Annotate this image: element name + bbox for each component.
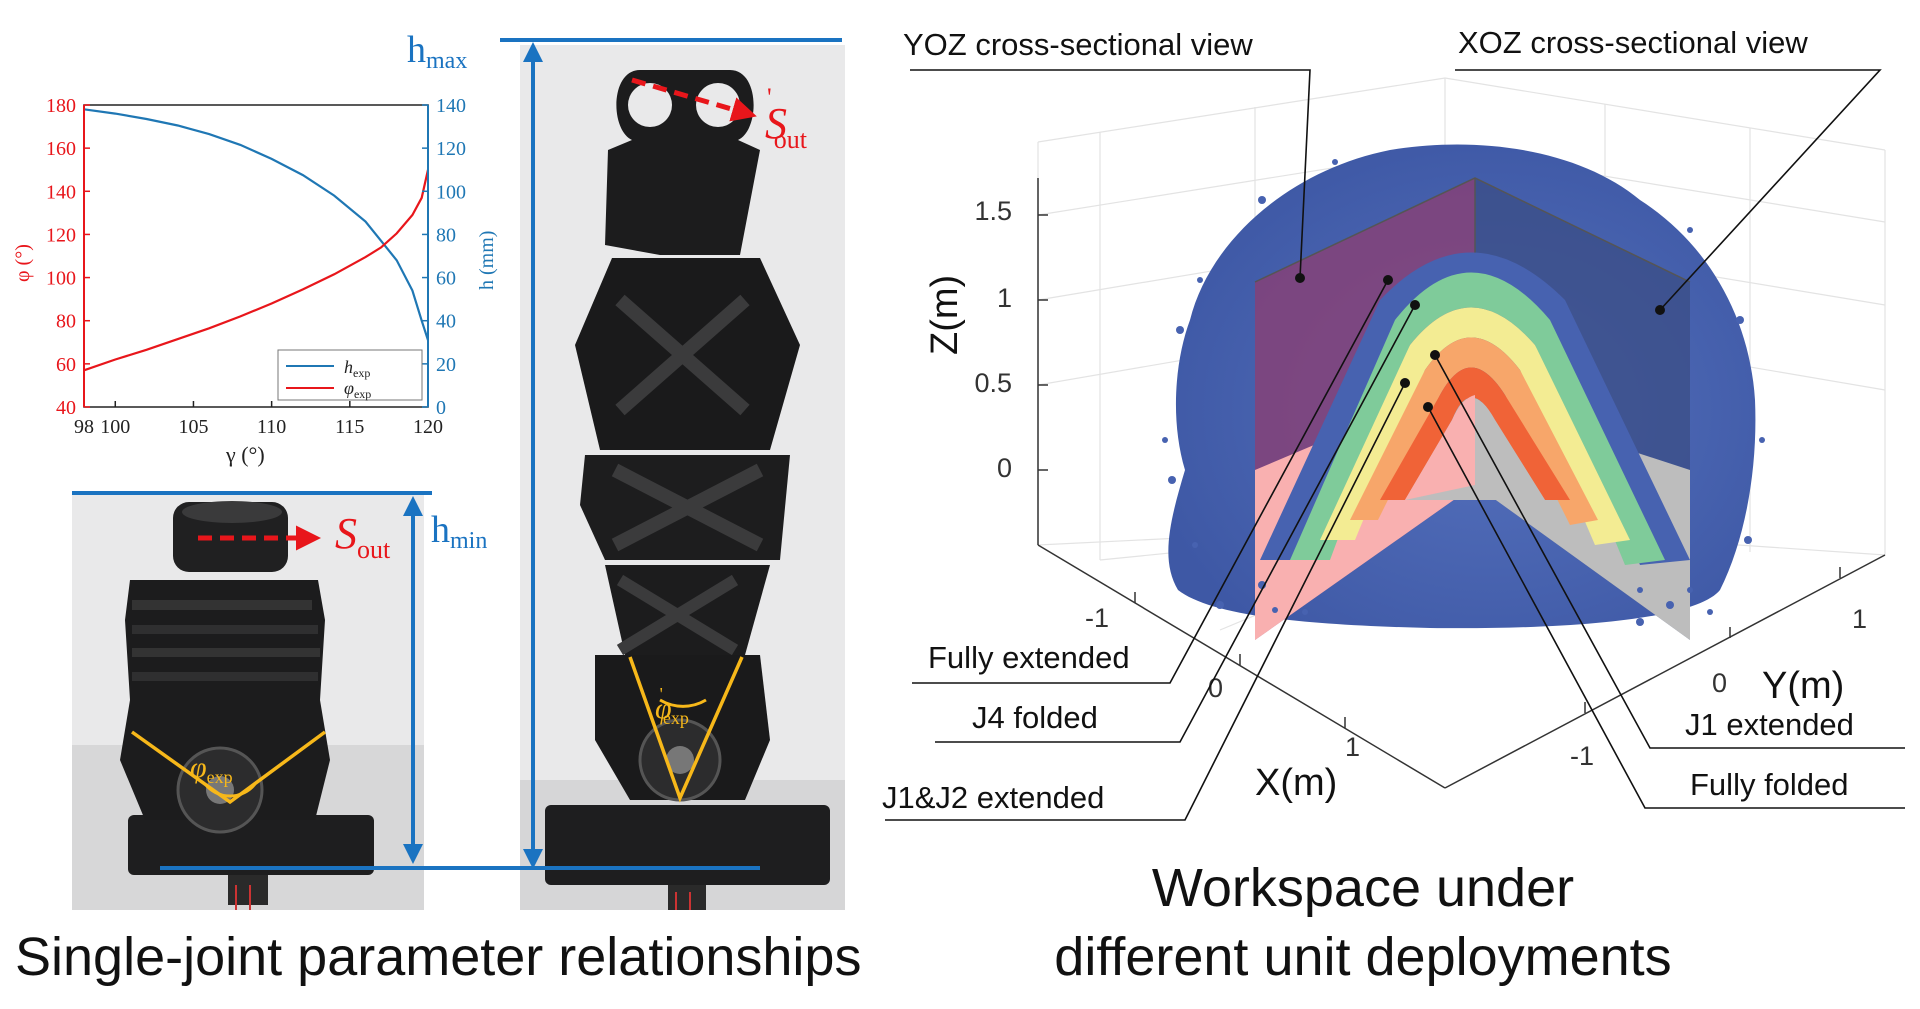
x-tick-label: 100 bbox=[100, 416, 130, 438]
height-markers: hmax hmin bbox=[72, 29, 842, 870]
chart-series-layer bbox=[83, 108, 430, 372]
z-tick-3: 0.5 bbox=[974, 368, 1012, 398]
legend-phi-label: φexp bbox=[344, 378, 371, 401]
x-tick-3: 1 bbox=[1345, 732, 1360, 762]
annotation-dots bbox=[1295, 273, 1665, 412]
chart-xlabel: γ (°) bbox=[225, 442, 265, 467]
extended-robot-photo: S'out φ'exp bbox=[520, 45, 845, 910]
right-tick-label: 40 bbox=[436, 311, 456, 333]
left-tick-label: 60 bbox=[56, 354, 76, 376]
chart-ylabel-right: h (mm) bbox=[476, 231, 498, 290]
left-tick-label: 80 bbox=[56, 311, 76, 333]
xoz-annotation: XOZ cross-sectional view bbox=[1458, 25, 1808, 60]
x-tick-2: 0 bbox=[1208, 673, 1223, 703]
z-tick-2: 1 bbox=[997, 283, 1012, 313]
band-yellow bbox=[1320, 307, 1630, 545]
x-tick-label: 120 bbox=[413, 416, 443, 438]
band-red bbox=[1380, 367, 1570, 500]
fully-extended-annotation: Fully extended bbox=[928, 640, 1130, 675]
left-caption: Single-joint parameter relationships bbox=[15, 927, 861, 987]
left-tick-label: 160 bbox=[46, 138, 76, 160]
chart-ylabel-left: φ (°) bbox=[12, 244, 34, 282]
x-tick-1: -1 bbox=[1085, 603, 1109, 633]
j1j2-extended-annotation: J1&J2 extended bbox=[882, 780, 1104, 815]
series-h_exp bbox=[83, 108, 430, 341]
right-tick-label: 140 bbox=[436, 95, 466, 117]
workspace-scatter-edge bbox=[1162, 159, 1765, 626]
right-tick-label: 100 bbox=[436, 181, 466, 203]
y-tick-2: 0 bbox=[1712, 668, 1727, 698]
left-tick-label: 180 bbox=[46, 95, 76, 117]
fully-folded-annotation: Fully folded bbox=[1690, 767, 1849, 802]
right-tick-label: 20 bbox=[436, 354, 456, 376]
x-axis-label: X(m) bbox=[1255, 762, 1337, 804]
right-caption-line2: different unit deployments bbox=[1054, 927, 1671, 987]
parameter-chart: 98 100 105 110 115 120 406080100120140160180 … bbox=[12, 95, 498, 467]
phi-exp-prime-lines bbox=[628, 656, 744, 803]
chart-legend: hexp φexp bbox=[277, 349, 423, 401]
s-out-label: Sout bbox=[335, 509, 391, 564]
j1-extended-annotation: J1 extended bbox=[1685, 707, 1854, 742]
phi-exp-prime-label: φ'exp bbox=[655, 684, 689, 728]
s-out-prime-label: S'out bbox=[765, 83, 808, 154]
phi-exp-lines bbox=[130, 730, 327, 805]
right-tick-label: 0 bbox=[436, 397, 446, 419]
right-caption-line1: Workspace under bbox=[1152, 858, 1574, 918]
chart-x-ticks: 98 100 105 110 115 120 bbox=[74, 401, 443, 438]
j4-folded-annotation: J4 folded bbox=[972, 700, 1098, 735]
h-max-label: hmax bbox=[407, 29, 467, 74]
folded-robot-photo: Sout φexp bbox=[72, 495, 424, 910]
y-tick-3: -1 bbox=[1570, 741, 1594, 771]
left-tick-label: 40 bbox=[56, 397, 76, 419]
workspace-axes bbox=[1037, 178, 1886, 789]
band-blue-inner bbox=[1260, 252, 1690, 565]
workspace-plot: 1.5 1 0.5 0 Z(m) -1 0 1 X(m) 1 0 -1 Y(m) bbox=[882, 25, 1905, 821]
y-tick-1: 1 bbox=[1852, 604, 1867, 634]
yoz-annotation: YOZ cross-sectional view bbox=[903, 27, 1253, 62]
right-tick-label: 120 bbox=[436, 138, 466, 160]
left-tick-label: 120 bbox=[46, 224, 76, 246]
legend-h-label: hexp bbox=[344, 357, 370, 380]
extended-base-plate bbox=[545, 805, 830, 885]
annotation-leaders bbox=[885, 69, 1905, 821]
right-tick-label: 80 bbox=[436, 224, 456, 246]
z-tick-4: 0 bbox=[997, 453, 1012, 483]
left-tick-label: 140 bbox=[46, 181, 76, 203]
folded-base-plate bbox=[128, 815, 374, 875]
band-orange bbox=[1350, 337, 1598, 525]
left-tick-label: 100 bbox=[46, 268, 76, 290]
x-tick-label: 98 bbox=[74, 416, 94, 438]
x-tick-label: 110 bbox=[257, 416, 286, 438]
x-tick-label: 105 bbox=[178, 416, 208, 438]
right-tick-label: 60 bbox=[436, 268, 456, 290]
y-axis-label: Y(m) bbox=[1762, 665, 1844, 707]
chart-right-ticks: 0 20 40 60 80 100 120 140 bbox=[422, 95, 466, 419]
workspace-tick-marks bbox=[1038, 214, 1841, 728]
phi-exp-label: φexp bbox=[190, 751, 233, 787]
z-axis-label: Z(m) bbox=[924, 275, 966, 355]
x-tick-label: 115 bbox=[335, 416, 364, 438]
h-min-label: hmin bbox=[431, 509, 487, 554]
z-tick-1: 1.5 bbox=[974, 196, 1012, 226]
series-phi_exp bbox=[83, 169, 430, 372]
